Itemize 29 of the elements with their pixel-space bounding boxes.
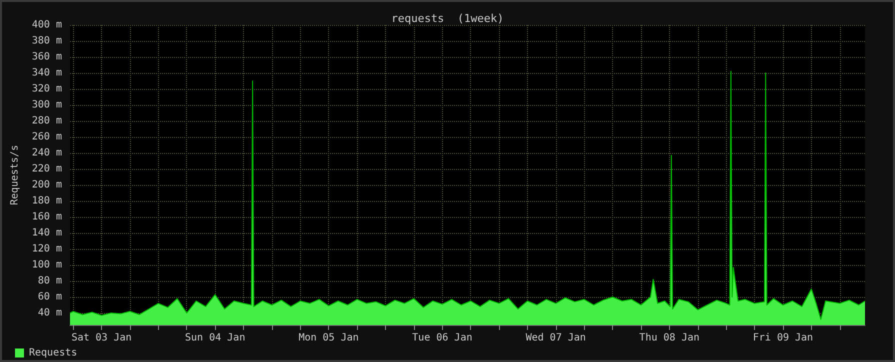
y-tick-label: 60 m (38, 292, 62, 302)
y-tick-label: 100 m (32, 260, 62, 270)
y-axis-title: Requests/s (10, 144, 20, 206)
y-tick-label: 400 m (32, 20, 62, 30)
x-tick-label: Tue 06 Jan (412, 332, 472, 344)
y-tick-label: 360 m (32, 52, 62, 62)
x-tick-label: Mon 05 Jan (298, 332, 359, 344)
legend-label: Requests (29, 348, 78, 358)
y-tick-label: 120 m (32, 244, 62, 254)
y-tick-label: 180 m (32, 196, 62, 206)
y-tick-label: 220 m (32, 164, 62, 174)
y-tick-label: 340 m (32, 68, 62, 78)
x-tick-label: Wed 07 Jan (526, 332, 586, 344)
chart-title: requests (1week) (391, 12, 504, 25)
y-tick-label: 240 m (32, 148, 62, 158)
x-tick-label: Sun 04 Jan (185, 332, 246, 344)
y-tick-label: 140 m (32, 228, 62, 238)
y-tick-label: 280 m (32, 116, 62, 126)
y-tick-label: 160 m (32, 212, 62, 222)
y-tick-label: 320 m (32, 84, 62, 94)
y-tick-label: 380 m (32, 36, 62, 46)
y-tick-label: 200 m (32, 180, 62, 190)
x-tick-label: Fri 09 Jan (752, 332, 814, 344)
y-tick-label: 300 m (32, 100, 62, 110)
x-tick-label: Sat 03 Jan (71, 332, 132, 344)
x-tick-label: Thu 08 Jan (639, 332, 700, 344)
y-tick-label: 80 m (38, 276, 62, 286)
y-tick-label: 40 m (38, 308, 62, 318)
y-tick-label: 260 m (32, 132, 62, 142)
